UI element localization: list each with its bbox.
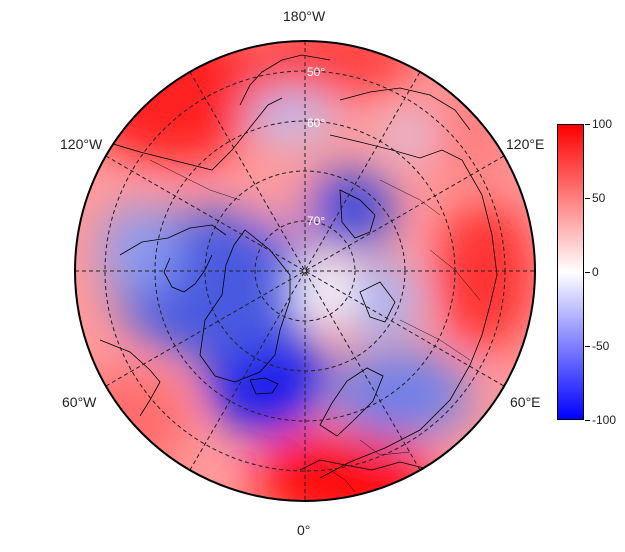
- lon-label-60e: 60°E: [510, 394, 541, 410]
- lon-label-60w: 60°W: [62, 394, 97, 410]
- anomaly-field: [75, 41, 535, 501]
- colorbar-tick: [585, 346, 590, 347]
- colorbar-tick: [585, 124, 590, 125]
- lat-label-70: 70°: [307, 214, 325, 228]
- lon-label-0: 0°: [297, 522, 311, 538]
- colorbar-tick: [585, 420, 590, 421]
- colorbar-tick-label: 100: [592, 117, 613, 131]
- colorbar-tick-label: -50: [592, 339, 610, 353]
- graticule: [75, 41, 535, 501]
- lon-label-180w: 180°W: [283, 8, 326, 24]
- lat-label-60: 60°: [307, 116, 325, 130]
- colorbar-tick: [585, 198, 590, 199]
- colorbar-tick-label: -100: [592, 413, 617, 427]
- lon-label-120e: 120°E: [506, 136, 545, 152]
- colorbar-tick: [585, 272, 590, 273]
- map-boundary: [74, 40, 536, 502]
- coastlines: [99, 54, 498, 481]
- colorbar: [557, 124, 584, 420]
- colorbar-tick-label: 0: [592, 265, 599, 279]
- colorbar-tick-label: 50: [592, 191, 606, 205]
- lat-label-50: 50°: [307, 65, 325, 79]
- lon-label-120w: 120°W: [60, 136, 103, 152]
